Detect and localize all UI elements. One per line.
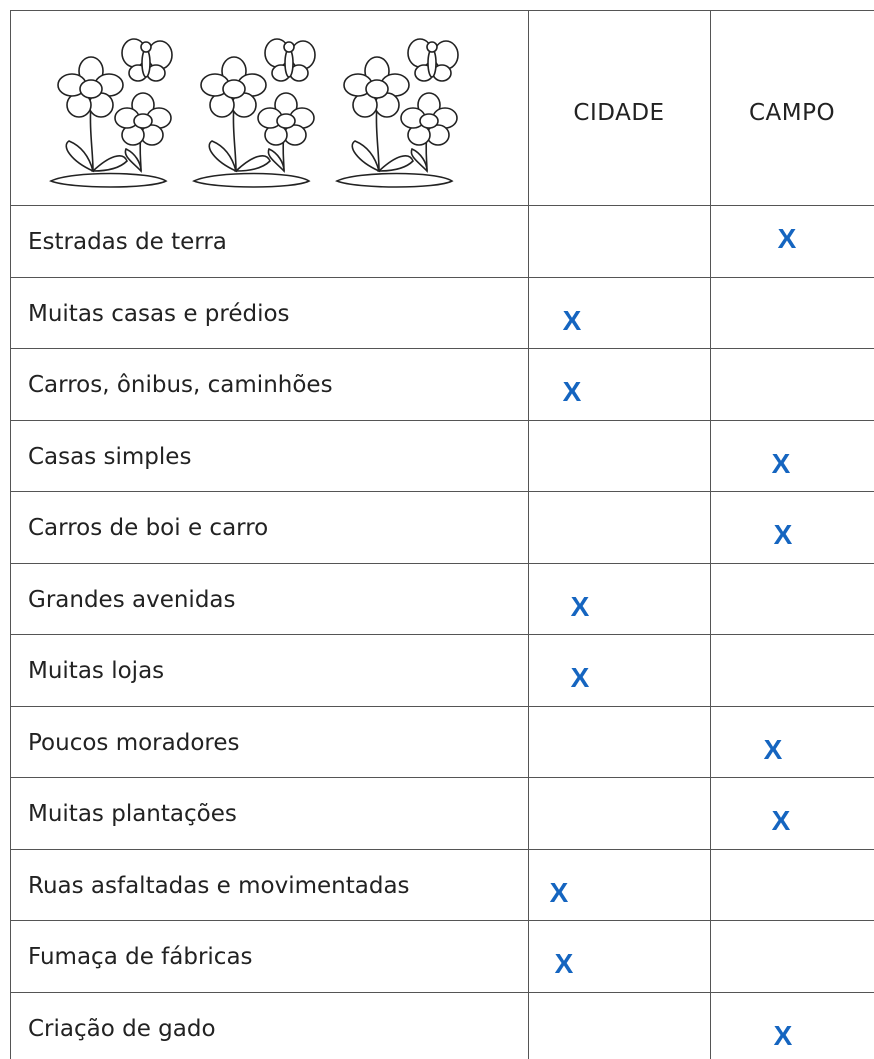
check-mark: X	[570, 662, 590, 693]
row-border	[10, 348, 874, 349]
row-border	[10, 491, 874, 492]
row-label: Casas simples	[28, 443, 192, 470]
check-mark: X	[763, 733, 783, 765]
row-label: Criação de gado	[28, 1015, 216, 1042]
column-header: CAMPO	[748, 100, 836, 126]
row-label: Ruas asfaltadas e movimentadas	[28, 872, 410, 899]
row-border	[10, 562, 874, 564]
row-border	[10, 419, 874, 421]
row-label: Poucos moradores	[28, 729, 240, 756]
row-border	[10, 276, 874, 278]
column-border	[528, 10, 529, 1059]
row-border	[10, 920, 874, 921]
row-border	[10, 848, 874, 850]
row-label: Carros de boi e carro	[28, 515, 269, 541]
row-border	[10, 10, 874, 11]
row-border	[10, 777, 874, 778]
flower-illustration	[50, 38, 459, 188]
row-border	[10, 991, 874, 993]
check-mark: X	[773, 1019, 793, 1051]
row-border	[10, 705, 874, 707]
column-border	[710, 10, 711, 1059]
row-border	[10, 634, 874, 635]
row-label: Estradas de terra	[28, 229, 227, 255]
row-label: Muitas casas e prédios	[28, 300, 290, 327]
row-label: Grandes avenidas	[28, 586, 236, 613]
check-mark: X	[773, 519, 793, 550]
check-mark: X	[562, 304, 582, 336]
check-mark: X	[549, 876, 569, 908]
check-mark: X	[554, 948, 574, 979]
check-mark: X	[562, 376, 582, 407]
column-border	[10, 10, 11, 1059]
check-mark: X	[570, 590, 590, 622]
row-label: Fumaça de fábricas	[28, 944, 253, 970]
row-label: Muitas lojas	[28, 658, 165, 684]
row-label: Muitas plantações	[28, 801, 237, 827]
check-mark: X	[771, 805, 791, 836]
check-mark: X	[771, 447, 791, 479]
check-mark: X	[777, 223, 797, 254]
column-header: CIDADE	[573, 100, 665, 126]
row-label: Carros, ônibus, caminhões	[28, 372, 333, 398]
row-border	[10, 205, 874, 206]
